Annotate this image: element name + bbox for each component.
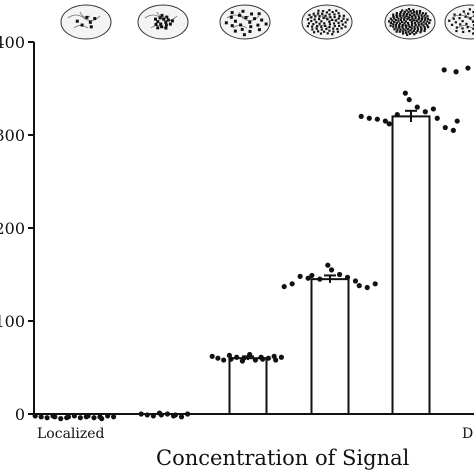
x-axis-title: Concentration of Signal [156,446,410,470]
data-point [234,354,240,360]
data-point [406,97,412,103]
data-point [352,278,359,284]
data-point [394,111,400,118]
data-point [441,67,447,73]
data-point [325,262,331,268]
data-point [317,276,323,282]
brain-icon [137,4,189,40]
bar [228,357,268,416]
data-point [44,415,50,421]
data-point [209,353,215,359]
data-point [430,106,436,112]
data-point [453,69,459,75]
bar [310,278,350,415]
data-point [402,90,408,96]
data-point [281,283,287,290]
data-point [252,357,258,363]
data-point [99,416,105,422]
bar [391,115,431,416]
x-left-label: Localized [37,426,105,442]
data-point [215,355,221,361]
data-point [150,413,156,419]
data-point [32,413,38,419]
data-point [305,275,311,281]
data-point [71,413,77,419]
x-right-label: D [462,426,473,442]
data-point [273,357,279,363]
data-point [465,65,471,71]
bars [228,109,431,416]
data-point [356,283,362,289]
data-points [32,65,471,422]
y-tick-label: 400 [0,33,25,52]
data-point [138,411,144,417]
data-point [309,272,315,279]
data-point [450,127,456,133]
data-point [422,109,428,115]
data-point [164,411,171,417]
y-tick-label: 200 [0,219,25,238]
brain-icon [60,4,112,40]
data-point [386,121,392,127]
data-point [265,355,271,361]
data-point [382,118,388,124]
brain-icon [301,4,353,40]
data-point [158,412,164,418]
data-point [442,124,448,131]
data-point [52,414,58,420]
data-point [328,267,335,273]
data-point [374,116,380,122]
data-point [85,413,91,419]
data-point [344,274,351,280]
y-tick-label: 0 [15,405,25,424]
data-point [297,273,303,279]
data-point [358,113,364,119]
brain-icon-row [60,4,474,40]
data-point [278,354,284,360]
data-point [364,284,370,291]
data-point [366,115,372,121]
data-point [414,104,420,110]
data-point [58,416,64,422]
data-point [77,415,83,421]
data-point [65,414,72,420]
data-point [228,356,234,362]
data-point [289,281,295,287]
brain-icon [444,4,474,40]
data-point [454,118,460,124]
data-point [38,414,44,420]
y-tick-label: 100 [0,312,25,331]
brain-icon [384,4,436,40]
y-ticks: 0 100 200 300 400 [0,33,34,424]
data-point [144,412,150,418]
data-point [241,355,247,361]
data-point [260,356,266,362]
data-point [111,414,117,420]
data-point [172,412,179,418]
data-point [434,115,440,121]
data-point [91,415,97,421]
data-point [105,413,111,419]
data-point [178,414,185,420]
data-point [185,411,191,417]
data-point [247,351,253,358]
y-tick-label: 300 [0,126,25,145]
data-point [336,271,343,278]
brain-icon [219,4,271,40]
data-point [221,357,227,363]
data-point [372,281,378,287]
